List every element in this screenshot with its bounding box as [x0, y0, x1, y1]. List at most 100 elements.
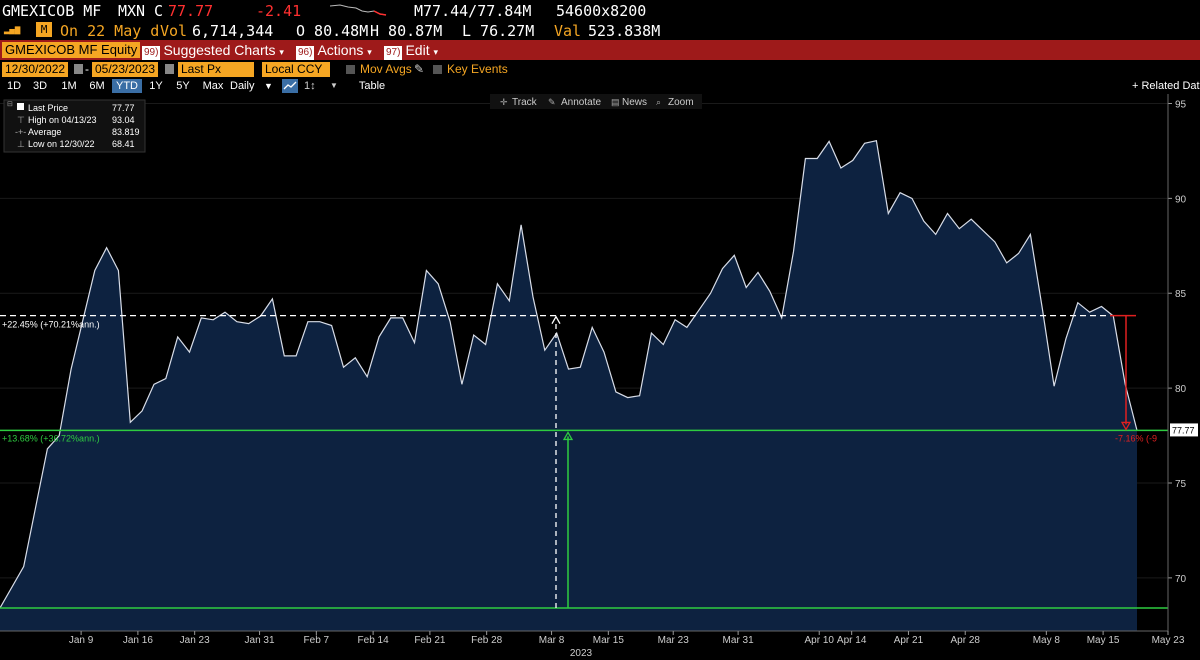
- range-bar: 1D 3D 1M 6M YTD 1Y 5Y Max Daily ▼ 1↕ ▼ T…: [0, 78, 1200, 94]
- security-field[interactable]: GMEXICOB MF Equity: [2, 42, 141, 58]
- y-tick-label-70: 70: [1175, 574, 1187, 585]
- trade-date: On 22 May d: [60, 22, 160, 40]
- legend-high-label: High on 04/13/23: [28, 115, 97, 125]
- x-tick-label-8: Mar 8: [539, 635, 565, 646]
- last-price-swatch: [17, 103, 24, 110]
- line-chart-icon[interactable]: [282, 79, 298, 93]
- signal-icon: ▂▄▆: [4, 25, 21, 35]
- range-1m[interactable]: 1M: [61, 80, 77, 92]
- range-max[interactable]: Max: [202, 80, 224, 92]
- range-1d[interactable]: 1D: [6, 80, 22, 92]
- market-status-icon: M: [36, 22, 52, 37]
- x-tick-label-11: Mar 31: [723, 635, 755, 646]
- chevron-down-icon: ▼: [264, 81, 273, 91]
- end-date-field[interactable]: 05/23/2023: [92, 62, 159, 77]
- zoom-button[interactable]: Zoom: [668, 97, 694, 108]
- pencil-icon[interactable]: ✎: [414, 62, 425, 76]
- x-tick-label-10: Mar 23: [658, 635, 690, 646]
- bid-ask-size: 54600x8200: [556, 2, 647, 20]
- legend-last-price-value: 77.77: [112, 103, 135, 113]
- reference-lines: [0, 314, 1168, 609]
- average-arrow-icon: [551, 315, 561, 324]
- x-tick-label-9: Mar 15: [593, 635, 625, 646]
- zoom-icon: ⌕: [656, 97, 661, 107]
- calendar-icon[interactable]: [165, 64, 174, 74]
- x-tick-label-3: Jan 31: [245, 635, 275, 646]
- range-1y[interactable]: 1Y: [149, 80, 163, 92]
- x-tick-label-1: Jan 16: [123, 635, 153, 646]
- chevron-down-icon: ▼: [330, 81, 338, 90]
- key-events-label: Key Events: [447, 62, 508, 76]
- price-field-select[interactable]: Last Px: [178, 62, 254, 77]
- suggested-charts-button[interactable]: 99) Suggested Charts ▾: [142, 41, 284, 60]
- command-toolbar: GMEXICOB MF Equity 99) Suggested Charts ▾…: [0, 40, 1200, 60]
- table-button[interactable]: Table: [358, 80, 386, 92]
- price-chart[interactable]: 70 75 80 85 90 95 Jan 9 Jan 16 Jan 23 Jan 31 Feb …: [0, 94, 1200, 660]
- legend-low-label: Low on 12/30/22: [28, 139, 95, 149]
- legend-low-value: 68.41: [112, 139, 135, 149]
- mov-avgs-checkbox[interactable]: [346, 65, 355, 74]
- x-tick-label-6: Feb 21: [414, 635, 446, 646]
- calendar-icon[interactable]: [74, 64, 83, 74]
- last-arrow-icon: [562, 431, 574, 441]
- range-ytd[interactable]: YTD: [112, 79, 142, 93]
- close-price: 77.77: [168, 2, 214, 20]
- price-change: -2.41: [256, 2, 302, 20]
- average-marker-icon: -+-: [15, 127, 26, 137]
- range-6m[interactable]: 6M: [89, 80, 105, 92]
- key-events-checkbox[interactable]: [433, 65, 442, 74]
- y-tick-label-85: 85: [1175, 289, 1187, 300]
- frequency-select[interactable]: Daily: [230, 80, 255, 92]
- traded-value: 523.838M: [588, 22, 661, 40]
- last-price-tag-label: 77.77: [1172, 425, 1195, 435]
- news-icon: ▤: [611, 97, 620, 107]
- y-tick-label-80: 80: [1175, 384, 1187, 395]
- actions-number: 96): [296, 46, 315, 60]
- currency-select[interactable]: Local CCY: [262, 62, 330, 77]
- news-button[interactable]: News: [622, 97, 647, 108]
- quote-line-1: GMEXICOB MF MXN C 77.77 -2.41 M77.44/77.…: [0, 0, 1200, 20]
- annotate-icon: ✎: [548, 97, 556, 107]
- collapse-icon[interactable]: ⊟: [7, 101, 13, 108]
- chart-settings-bar: 12/30/2022 - 05/23/2023 Last Px Local CC…: [0, 62, 1200, 78]
- edit-label: Edit: [405, 42, 430, 58]
- x-tick-label-16: May 8: [1033, 635, 1061, 646]
- chevron-down-icon: ▾: [279, 47, 284, 57]
- quote-line-2: ▂▄▆ M On 22 May d Vol 6,714,344 O 80.48M…: [0, 20, 1200, 40]
- range-5y[interactable]: 5Y: [176, 80, 190, 92]
- price-line: [0, 139, 1138, 609]
- related-data-button[interactable]: + Related Dat: [1132, 80, 1200, 92]
- price-area: [0, 140, 1137, 631]
- edit-button[interactable]: 97) Edit ▾: [384, 41, 438, 60]
- track-button[interactable]: Track: [512, 97, 538, 108]
- high-price: H 80.87M: [370, 22, 443, 40]
- range-3d[interactable]: 3D: [32, 80, 48, 92]
- last-price-tag: [1170, 423, 1198, 437]
- ticker: GMEXICOB MF: [2, 2, 102, 20]
- x-tick-label-18: May 23: [1152, 635, 1185, 646]
- sort-icon[interactable]: 1↕: [304, 80, 316, 92]
- chevron-down-icon: ▾: [367, 47, 372, 57]
- legend-average-value: 83.819: [112, 127, 140, 137]
- drop-return-label: -7.16% (-9: [1115, 433, 1157, 443]
- close-label: C: [154, 2, 164, 20]
- volume: 6,714,344: [192, 22, 274, 40]
- edit-number: 97): [384, 46, 403, 60]
- annotate-button[interactable]: Annotate: [561, 97, 601, 108]
- high-marker-icon: ⊤: [17, 115, 25, 125]
- x-axis: Jan 9 Jan 16 Jan 23 Jan 31 Feb 7 Feb 14 Feb 21…: [0, 630, 1185, 659]
- currency: MXN: [118, 2, 146, 20]
- actions-label: Actions: [317, 42, 364, 58]
- open-price: O 80.48M: [296, 22, 369, 40]
- low-marker-icon: ⊥: [17, 139, 25, 149]
- legend-box: ⊟ Last Price 77.77 ⊤ High on 04/13/23 93…: [3, 99, 146, 153]
- x-tick-label-12: Apr 10: [804, 635, 834, 646]
- x-tick-label-7: Feb 28: [471, 635, 503, 646]
- y-tick-label-95: 95: [1175, 99, 1187, 110]
- start-date-field[interactable]: 12/30/2022: [2, 62, 69, 77]
- y-tick-label-75: 75: [1175, 479, 1187, 490]
- date-separator: -: [85, 62, 89, 76]
- average-return-label: +22.45% (+70.21%ann.): [2, 320, 100, 330]
- actions-button[interactable]: 96) Actions ▾: [296, 41, 372, 60]
- legend-bg: [3, 99, 146, 153]
